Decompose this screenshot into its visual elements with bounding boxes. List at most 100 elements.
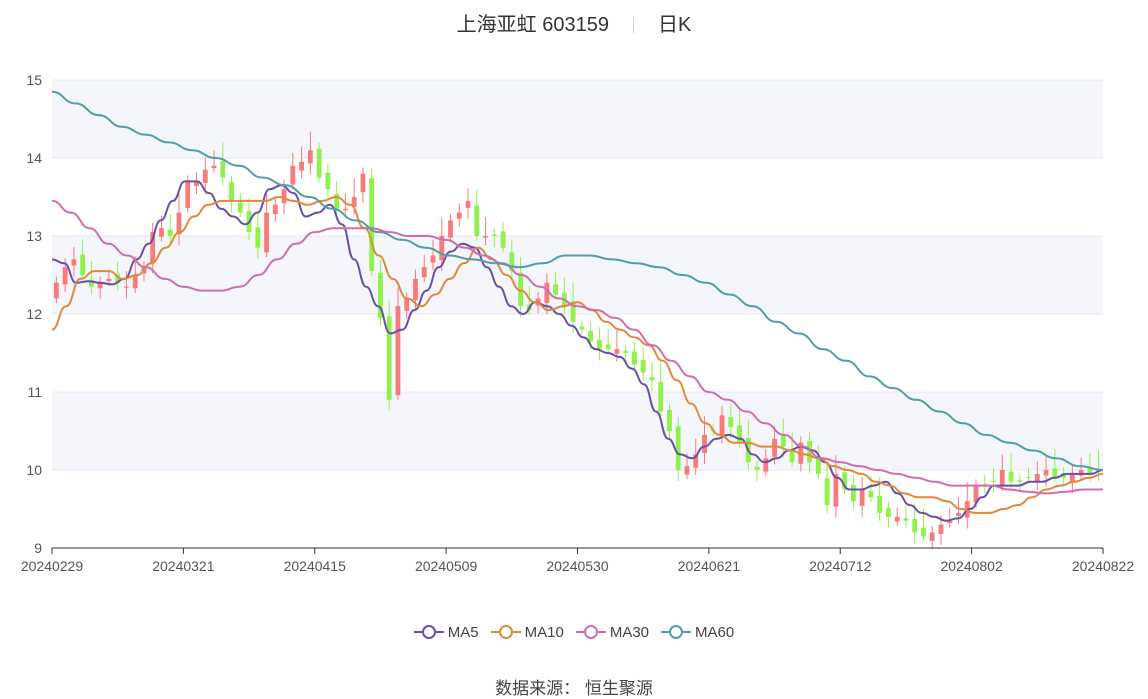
candle-body (868, 491, 874, 498)
candle (500, 221, 506, 253)
series-line-ma10 (51, 195, 1104, 514)
candle-body (903, 518, 909, 521)
candle-body (89, 279, 94, 287)
candle-body (185, 181, 191, 208)
legend-item-ma5[interactable]: MA5 (413, 623, 479, 641)
legend-line (490, 631, 499, 633)
candle-body (456, 212, 462, 219)
candle-body (973, 485, 979, 503)
series-line-ma60 (51, 90, 1104, 471)
candle-body (596, 339, 602, 350)
legend-item-ma10[interactable]: MA10 (490, 624, 564, 641)
candle (991, 468, 996, 493)
candle-body (150, 232, 156, 263)
candle-body (640, 360, 646, 373)
candle-body (605, 344, 611, 350)
candle (947, 508, 953, 528)
candle-body (877, 495, 883, 513)
x-tick-label: 20240802 (940, 558, 1003, 574)
candle-body (194, 181, 199, 187)
candle-body (106, 278, 112, 282)
candle-body (325, 172, 331, 190)
legend-label: MA60 (695, 623, 735, 641)
y-tick-label: 10 (26, 462, 42, 478)
candle (378, 260, 383, 326)
band (52, 392, 1103, 470)
candle-body (342, 208, 348, 211)
legend-line (661, 631, 670, 633)
candle-body (500, 231, 506, 248)
candle-body (693, 454, 699, 468)
candle-body (579, 326, 585, 330)
candle (1034, 461, 1040, 491)
candle (150, 222, 156, 274)
candle-body (833, 473, 839, 507)
candle-body (430, 255, 436, 263)
candle-body (421, 267, 427, 278)
legend-marker-icon (421, 625, 436, 639)
moving-average-lines (51, 90, 1104, 522)
candle-body (921, 527, 926, 537)
candle-body (483, 236, 488, 238)
candle-body (1017, 480, 1023, 482)
series-line-ma30 (51, 199, 1103, 495)
candle (97, 276, 103, 300)
candle-body (413, 278, 418, 300)
candle (80, 239, 86, 280)
candle (255, 211, 261, 259)
y-tick-label: 14 (26, 150, 42, 166)
period-label: 日K (657, 14, 692, 36)
candle-body (772, 438, 777, 457)
candle (859, 477, 865, 517)
candle-body (912, 519, 918, 533)
candle-body (124, 286, 129, 288)
candle (728, 404, 734, 439)
candle-body (351, 197, 357, 208)
candle-body (737, 425, 742, 443)
candle-body (360, 173, 366, 193)
candle-body (947, 520, 953, 524)
candle (780, 418, 786, 458)
candle-body (439, 236, 445, 261)
candle (667, 403, 672, 439)
chart-header: 上海亚虹 603159 日K (0, 8, 1148, 37)
candle (737, 409, 742, 448)
candle-body (220, 161, 226, 178)
candle-body (237, 202, 243, 213)
candle-body (307, 150, 313, 164)
candle-body (167, 229, 173, 236)
background-bands (52, 80, 1103, 470)
legend-marker-icon (669, 625, 684, 639)
candle (956, 497, 961, 524)
candle (964, 482, 970, 529)
candle (842, 466, 848, 495)
legend-item-ma30[interactable]: MA30 (575, 624, 649, 641)
candle-body (667, 409, 672, 431)
candle (325, 163, 331, 197)
candle-body (378, 272, 383, 318)
candle (929, 526, 935, 549)
candle (448, 214, 453, 243)
candle (369, 168, 375, 276)
candle-body (159, 228, 164, 237)
y-tick-label: 13 (26, 228, 42, 244)
candle (886, 501, 891, 528)
candle-body (780, 434, 786, 447)
candle-body (386, 316, 392, 400)
candle (894, 507, 900, 527)
candle-body (632, 351, 637, 365)
candle (632, 342, 637, 370)
candle-body (80, 254, 86, 275)
legend-item-ma60[interactable]: MA60 (661, 624, 734, 641)
candle-body (369, 178, 375, 272)
candle (903, 505, 909, 529)
candle (229, 175, 234, 212)
legend-line (413, 631, 422, 633)
axes: 9 10 11 12 13 14 15 20240229 20240321 20240415 202… (21, 72, 1135, 574)
legend-label: MA5 (447, 623, 479, 641)
legend: MA5 MA10 MA30 MA60 (0, 620, 1148, 641)
candle (982, 474, 988, 494)
candle-body (395, 306, 401, 396)
candle (237, 193, 243, 218)
candle (202, 157, 208, 194)
